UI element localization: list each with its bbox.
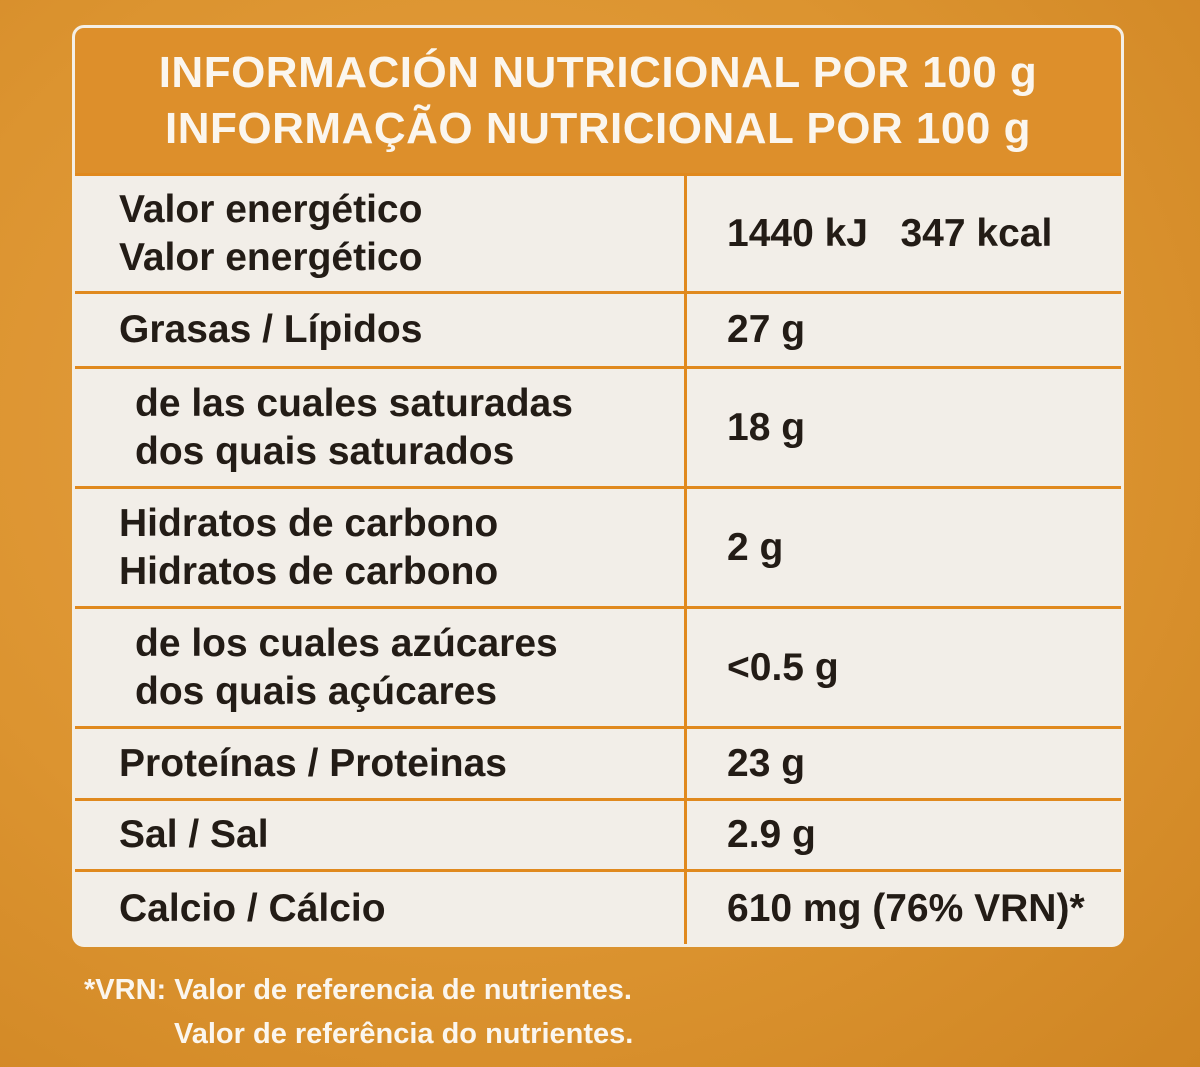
footnote: *VRN: Valor de referencia de nutrientes.… [84, 968, 633, 1056]
nutrient-value: 2 g [727, 525, 784, 569]
nutrient-label: Sal / Sal [75, 801, 687, 869]
nutrient-value: 610 mg (76% VRN)* [727, 886, 1085, 930]
nutrient-label: Valor energético Valor energético [75, 176, 687, 291]
nutrient-label: Proteínas / Proteinas [75, 729, 687, 798]
nutrient-label: de las cuales saturadas dos quais saturad… [75, 369, 687, 486]
nutrient-value: 18 g [727, 405, 806, 449]
footnote-line: Valor de referência do nutrientes. [174, 1018, 634, 1050]
table-row: Proteínas / Proteinas 23 g [75, 726, 1121, 798]
label-line: Valor energético [119, 235, 423, 279]
nutrient-value: 2.9 g [727, 813, 816, 856]
header-line: INFORMACIÓN NUTRICIONAL POR 100 g [158, 47, 1038, 97]
label-line: Sal / Sal [119, 813, 269, 856]
label-line: Calcio / Cálcio [119, 886, 386, 930]
nutrient-value: <0.5 g [727, 645, 839, 689]
nutrient-value: 27 g [727, 308, 806, 351]
label-line: Grasas / Lípidos [119, 308, 423, 351]
label-line: Hidratos de carbono [119, 549, 499, 593]
table-row: Hidratos de carbono Hidratos de carbono 2 … [75, 486, 1121, 606]
table-row: Sal / Sal 2.9 g [75, 798, 1121, 869]
nutrient-label: Grasas / Lípidos [75, 294, 687, 366]
nutrient-label: Hidratos de carbono Hidratos de carbono [75, 489, 687, 606]
table-row: de las cuales saturadas dos quais saturad… [75, 366, 1121, 486]
label-line: Proteínas / Proteinas [119, 741, 507, 785]
label-line: dos quais saturados [135, 429, 515, 473]
nutrient-value: 1440 kJ 347 kcal [727, 211, 1053, 255]
nutrition-table: INFORMACIÓN NUTRICIONAL POR 100 g INFORM… [72, 25, 1124, 947]
header-line: INFORMAÇÃO NUTRICIONAL POR 100 g [165, 103, 1031, 153]
table-row: Grasas / Lípidos 27 g [75, 291, 1121, 366]
label-line: de las cuales saturadas [135, 381, 573, 425]
nutrient-label: de los cuales azúcares dos quais açúcares [75, 609, 687, 726]
label-line: Hidratos de carbono [119, 501, 499, 545]
table-row: Calcio / Cálcio 610 mg (76% VRN)* [75, 869, 1121, 944]
label-line: dos quais açúcares [135, 669, 498, 713]
table-body: Valor energético Valor energético 1440 kJ … [75, 173, 1121, 944]
table-row: de los cuales azúcares dos quais açúcares… [75, 606, 1121, 726]
footnote-line: *VRN: Valor de referencia de nutrientes. [84, 974, 632, 1006]
table-header: INFORMACIÓN NUTRICIONAL POR 100 g INFORM… [75, 28, 1121, 173]
nutrient-value: 23 g [727, 741, 806, 785]
label-line: Valor energético [119, 187, 423, 231]
nutrient-label: Calcio / Cálcio [75, 872, 687, 944]
table-row: Valor energético Valor energético 1440 kJ … [75, 173, 1121, 291]
label-line: de los cuales azúcares [135, 621, 558, 665]
